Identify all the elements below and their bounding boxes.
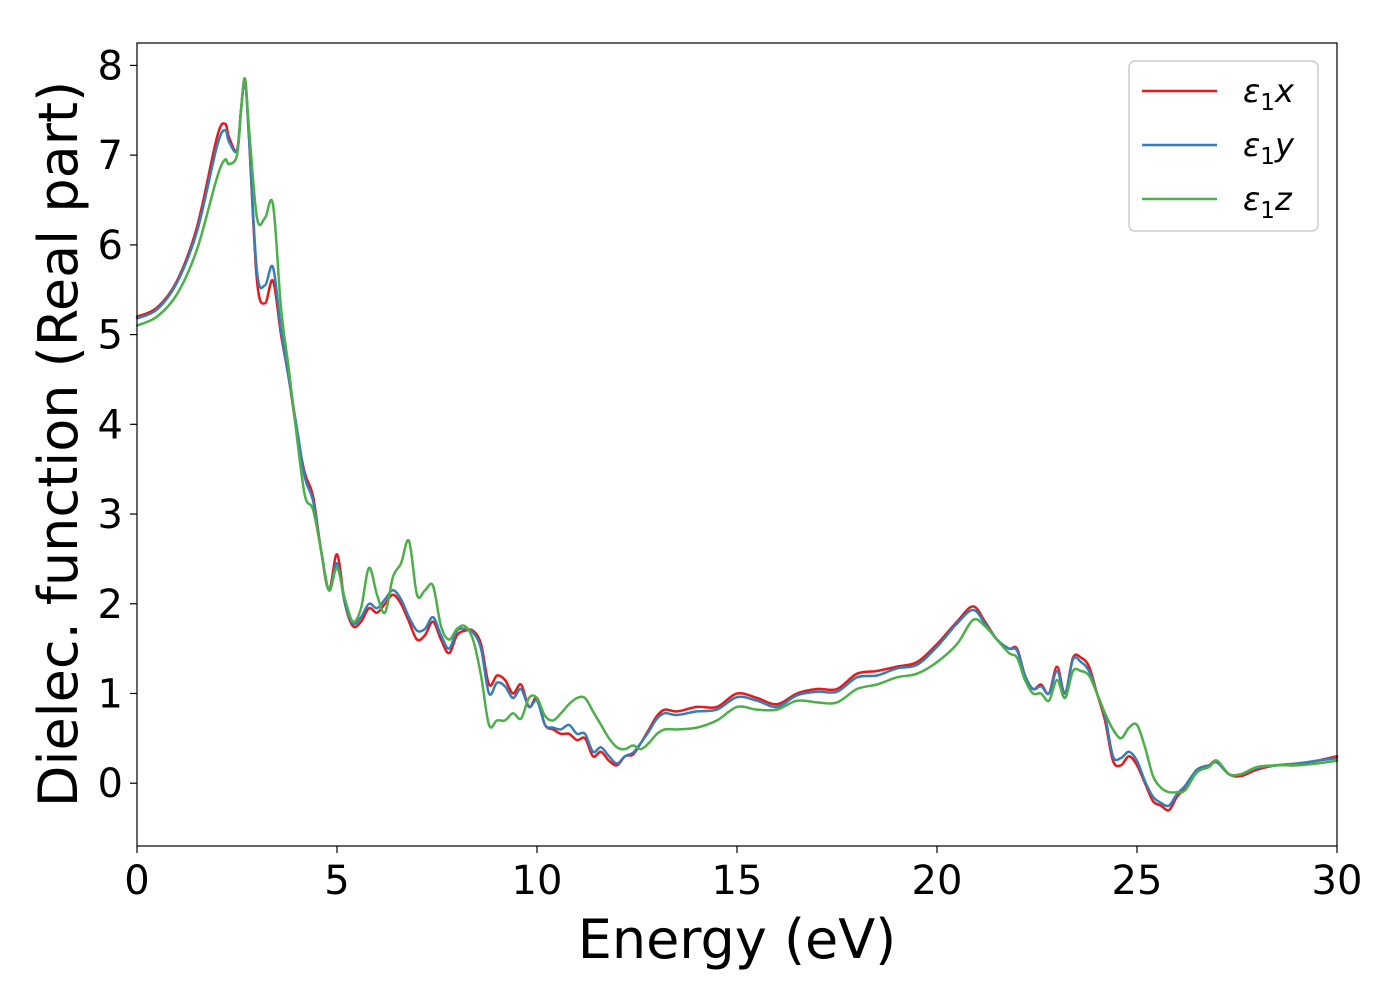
- y-tick-label: 0: [98, 761, 123, 807]
- legend-label-x: ε1x: [1243, 72, 1295, 116]
- x-tick-label: 5: [324, 858, 349, 904]
- series-group: [135, 77, 1339, 812]
- y-axis-label: Dielec. function (Real part): [27, 81, 90, 807]
- y-tick-label: 4: [98, 402, 123, 448]
- legend-label-z: ε1z: [1243, 180, 1293, 224]
- y-axis-ticks: 0 1 2 3 4 5 6 7 8: [98, 43, 137, 807]
- x-tick-label: 25: [1112, 858, 1163, 904]
- x-axis-label: Energy (eV): [578, 908, 897, 971]
- x-tick-label: 30: [1312, 858, 1363, 904]
- legend-box: [1128, 60, 1319, 232]
- series-line-z: [135, 77, 1339, 794]
- y-tick-label: 6: [98, 223, 123, 269]
- legend-label-y: ε1y: [1243, 126, 1295, 170]
- series-line-y: [135, 78, 1339, 808]
- x-axis-ticks: 0 5 10 15 20 25 30: [124, 846, 1362, 904]
- y-tick-label: 8: [98, 43, 123, 89]
- y-tick-label: 5: [98, 313, 123, 359]
- y-tick-label: 2: [98, 582, 123, 628]
- x-tick-label: 20: [912, 858, 963, 904]
- x-tick-label: 15: [712, 858, 763, 904]
- x-tick-label: 0: [124, 858, 149, 904]
- y-tick-label: 3: [98, 492, 123, 538]
- y-tick-label: 1: [98, 671, 123, 717]
- x-tick-label: 10: [512, 858, 563, 904]
- y-tick-label: 7: [98, 133, 123, 179]
- legend: ε1x ε1y ε1z: [1128, 60, 1319, 232]
